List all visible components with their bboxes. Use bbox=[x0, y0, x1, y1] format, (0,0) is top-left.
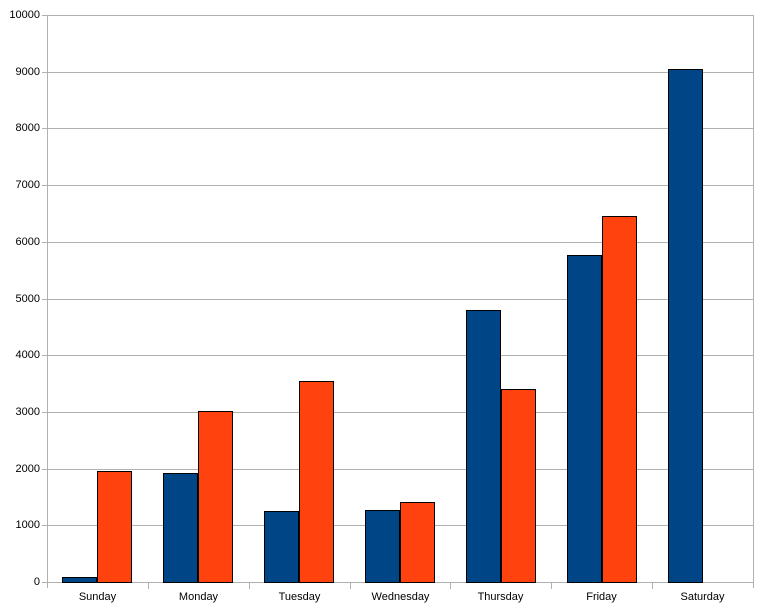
y-axis-tick bbox=[42, 242, 47, 243]
y-axis-tick bbox=[42, 128, 47, 129]
y-axis-tick bbox=[42, 412, 47, 413]
y-axis-tick bbox=[42, 355, 47, 356]
y-axis-tick bbox=[42, 469, 47, 470]
bar-series-blue-monday bbox=[163, 473, 198, 583]
y-axis-tick bbox=[42, 15, 47, 16]
x-axis-label: Tuesday bbox=[278, 591, 321, 603]
x-axis-label: Monday bbox=[178, 591, 219, 603]
x-axis-tick bbox=[450, 583, 451, 589]
bar-series-orange-monday bbox=[198, 411, 233, 583]
y-gridline bbox=[47, 15, 753, 16]
x-axis-label: Wednesday bbox=[371, 591, 430, 603]
y-axis-tick bbox=[42, 299, 47, 300]
y-gridline bbox=[47, 185, 753, 186]
y-axis-label: 0 bbox=[33, 576, 40, 588]
bar-series-blue-thursday bbox=[466, 310, 501, 583]
y-axis-tick bbox=[42, 72, 47, 73]
y-axis-tick bbox=[42, 525, 47, 526]
x-axis-label: Saturday bbox=[680, 591, 725, 603]
y-gridline bbox=[47, 469, 753, 470]
bar-series-orange-thursday bbox=[501, 389, 536, 583]
bar-series-blue-wednesday bbox=[365, 510, 400, 583]
y-gridline bbox=[47, 72, 753, 73]
y-axis-label: 1000 bbox=[15, 519, 40, 531]
bar-series-orange-friday bbox=[602, 216, 637, 583]
bar-series-blue-sunday bbox=[62, 577, 97, 583]
y-gridline bbox=[47, 299, 753, 300]
y-axis-tick bbox=[42, 185, 47, 186]
plot-right-border bbox=[753, 15, 754, 588]
x-axis-tick bbox=[652, 583, 653, 589]
x-axis-tick bbox=[249, 583, 250, 589]
x-axis-label: Thursday bbox=[477, 591, 524, 603]
y-axis-label: 10000 bbox=[9, 9, 40, 21]
y-axis-label: 6000 bbox=[15, 236, 40, 248]
bar-series-blue-friday bbox=[567, 255, 602, 583]
bar-series-blue-saturday bbox=[668, 69, 703, 583]
y-axis-line bbox=[47, 15, 48, 588]
bar-series-orange-sunday bbox=[97, 471, 132, 583]
y-axis-label: 9000 bbox=[15, 66, 40, 78]
y-axis-label: 7000 bbox=[15, 179, 40, 191]
y-gridline bbox=[47, 412, 753, 413]
y-axis-label: 2000 bbox=[15, 463, 40, 475]
x-axis-tick bbox=[148, 583, 149, 589]
y-axis-label: 4000 bbox=[15, 349, 40, 361]
x-axis-label: Friday bbox=[586, 591, 617, 603]
x-axis-tick bbox=[551, 583, 552, 589]
y-gridline bbox=[47, 355, 753, 356]
bar-series-blue-tuesday bbox=[264, 511, 299, 583]
bar-series-orange-wednesday bbox=[400, 502, 435, 583]
y-gridline bbox=[47, 242, 753, 243]
x-axis-label: Sunday bbox=[78, 591, 117, 603]
bar-series-orange-tuesday bbox=[299, 381, 334, 583]
y-axis-label: 8000 bbox=[15, 122, 40, 134]
y-axis-label: 3000 bbox=[15, 406, 40, 418]
y-gridline bbox=[47, 128, 753, 129]
x-axis-tick bbox=[350, 583, 351, 589]
y-axis-label: 5000 bbox=[15, 293, 40, 305]
